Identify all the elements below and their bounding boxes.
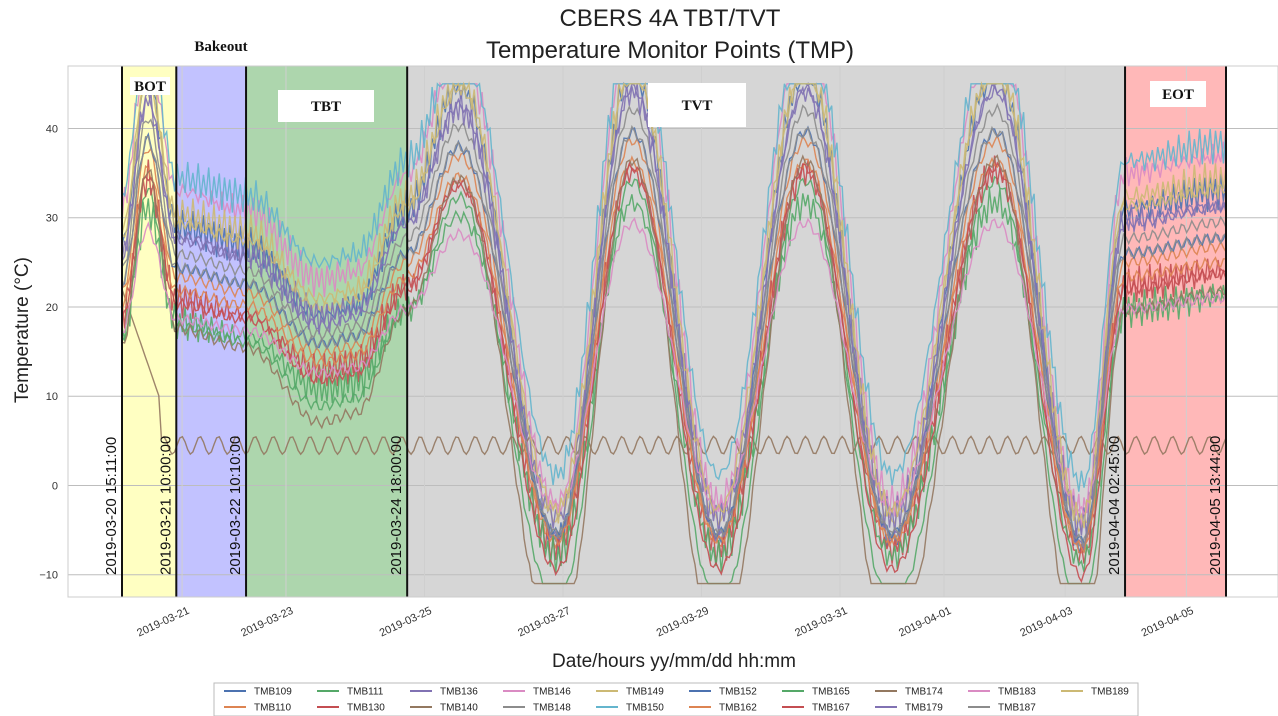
legend-label: TMB187 <box>998 703 1036 714</box>
legend: TMB109 TMB110 TMB111 TMB130 TMB136 TMB140 TMB1… <box>213 682 1139 716</box>
phase-label-bakeout: Bakeout <box>194 39 247 55</box>
phase-label-box <box>130 77 170 95</box>
phase-bands <box>122 66 1226 597</box>
phase-boundaries: 2019-03-20 15:11:00 2019-03-21 10:00:00 20… <box>103 39 1227 597</box>
x-tick-label: 2019-03-23 <box>239 605 295 640</box>
legend-label: TMB140 <box>440 703 478 714</box>
legend-label: TMB136 <box>440 687 478 698</box>
chart-title: CBERS 4A TBT/TVT <box>560 5 781 32</box>
legend-label: TMB148 <box>533 703 571 714</box>
y-tick-label: 20 <box>46 302 58 314</box>
phase-label-tvt: TVT <box>682 98 713 114</box>
legend-label: TMB174 <box>905 687 943 698</box>
x-tick-label: 2019-04-03 <box>1018 605 1074 640</box>
series-line-TMB189 <box>121 81 1227 529</box>
x-tick-label: 2019-04-05 <box>1140 605 1196 640</box>
phase-label-bot: BOT <box>134 79 166 95</box>
boundary-label: 2019-04-04 02:45:00 <box>1106 436 1123 575</box>
x-tick-label: 2019-03-29 <box>655 605 711 640</box>
y-ticks: −10 0 10 20 30 40 <box>39 123 58 581</box>
series-line-TMB167 <box>121 161 1227 584</box>
series-line-TMB183 <box>121 216 1227 516</box>
y-tick-label: 40 <box>46 123 58 135</box>
x-tick-label: 2019-03-31 <box>793 605 849 640</box>
series-line-TMB150 <box>121 82 1227 492</box>
legend-label: TMB179 <box>905 703 943 714</box>
plot-frame <box>67 65 1278 598</box>
phase-label-tbt: TBT <box>311 99 341 115</box>
y-tick-label: −10 <box>39 570 58 582</box>
x-tick-label: 2019-03-25 <box>378 605 434 640</box>
boundary-label: 2019-03-20 15:11:00 <box>103 437 120 575</box>
legend-label: TMB111 <box>347 687 384 698</box>
series-line-TMB136 <box>121 82 1227 552</box>
legend-label: TMB110 <box>254 703 291 714</box>
legend-label: TMB109 <box>254 687 292 698</box>
legend-label: TMB183 <box>998 687 1036 698</box>
x-axis-label: Date/hours yy/mm/dd hh:mm <box>552 651 796 672</box>
y-tick-label: 0 <box>52 480 58 492</box>
series-line-TMB165 <box>121 188 1227 573</box>
legend-label: TMB162 <box>719 703 757 714</box>
x-tick-label: 2019-04-01 <box>897 605 953 640</box>
x-ticks: 2019-03-21 2019-03-23 2019-03-25 2019-03-27… <box>135 605 1195 640</box>
x-tick-label: 2019-03-21 <box>135 605 191 640</box>
phase-label-box <box>1150 81 1206 107</box>
x-tick-label: 2019-03-27 <box>516 605 572 640</box>
phase-label-box <box>278 90 374 122</box>
legend-label: TMB150 <box>626 703 664 714</box>
phase-label-eot: EOT <box>1162 87 1194 103</box>
series-line-TMB187 <box>121 124 1227 548</box>
boundary-label: 2019-04-05 13:44:00 <box>1207 436 1224 575</box>
boundary-label: 2019-03-24 18:00:00 <box>388 436 405 575</box>
y-tick-label: 10 <box>46 391 58 403</box>
legend-label: TMB167 <box>812 703 850 714</box>
legend-label: TMB189 <box>1091 687 1129 698</box>
series-lines <box>121 81 1227 585</box>
legend-label: TMB149 <box>626 687 664 698</box>
series-line-TMB174 <box>121 154 1227 585</box>
legend-label: TMB130 <box>347 703 385 714</box>
phase-label-box <box>648 83 746 127</box>
boundary-label: 2019-03-21 10:00:00 <box>157 436 174 575</box>
y-tick-label: 30 <box>46 213 58 225</box>
boundary-label: 2019-03-22 10:10:00 <box>227 436 244 575</box>
chart-subtitle: Temperature Monitor Points (TMP) <box>486 37 854 64</box>
legend-label: TMB146 <box>533 687 571 698</box>
legend-box <box>213 682 1139 716</box>
legend-label: TMB165 <box>812 687 850 698</box>
legend-label: TMB152 <box>719 687 757 698</box>
y-axis-label: Temperature (°C) <box>12 257 33 403</box>
series-line-TMB162 <box>121 155 1227 555</box>
series-line-TMB146 <box>121 81 1227 532</box>
